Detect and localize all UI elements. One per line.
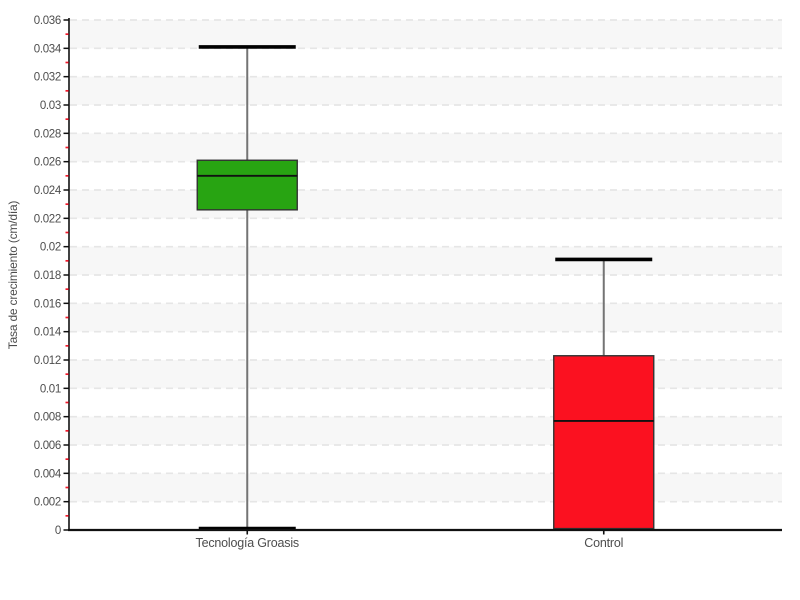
y-tick-label: 0.016 [34,298,61,310]
y-tick-label: 0.008 [34,412,61,424]
iqr-box [196,159,298,211]
plot-band [70,473,782,502]
plot-band [70,360,782,389]
plot-band [70,303,782,332]
y-tick-label: 0 [55,525,61,537]
y-tick-label: 0.024 [34,185,62,197]
x-category-label-control: Control [584,536,623,550]
y-tick-label: 0.018 [34,270,61,282]
y-tick-label: 0.01 [40,383,61,395]
y-tick-label: 0.026 [34,157,61,169]
plot-band [70,416,782,445]
y-tick-label: 0.004 [34,468,62,480]
y-tick-label: 0.03 [40,100,61,112]
y-tick-label: 0.036 [34,15,61,27]
boxplot-tecnologia-groasis [196,45,298,531]
x-category-label-tecnologia-groasis: Tecnología Groasis [196,536,299,550]
plot-band [70,20,782,49]
plot-band [70,133,782,162]
y-tick-label: 0.006 [34,440,61,452]
boxplot-control [553,257,655,531]
y-tick-label: 0.02 [40,242,61,254]
y-tick-label: 0.032 [34,72,61,84]
plot-band [70,76,782,105]
y-tick-label: 0.014 [34,327,62,339]
y-axis-title: Tasa de crecimiento (cm/día) [6,201,20,350]
plot-band [70,190,782,219]
plot-band [70,246,782,275]
iqr-box [553,355,655,530]
y-tick-label: 0.028 [34,128,61,140]
y-tick-label: 0.034 [34,43,62,55]
y-tick-label: 0.022 [34,213,61,225]
y-tick-label: 0.002 [34,497,61,509]
y-tick-label: 0.012 [34,355,61,367]
